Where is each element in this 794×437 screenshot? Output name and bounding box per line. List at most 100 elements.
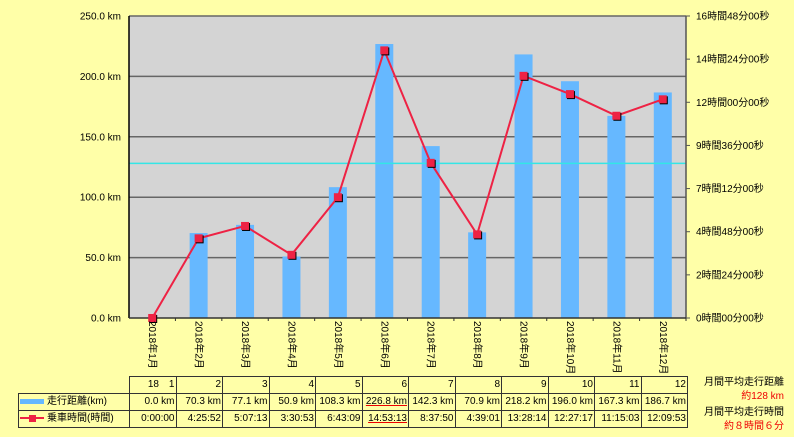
- table-cell-distance: 142.3 km: [408, 393, 456, 411]
- time-marker: [612, 111, 621, 120]
- table-cell-time: 4:25:52: [175, 410, 223, 428]
- table-cell-distance: 226.8 km: [361, 393, 409, 411]
- x-tick-label: 2018年9月: [518, 321, 531, 369]
- bar: [328, 187, 347, 318]
- time-marker: [287, 250, 296, 259]
- plot-area: [129, 16, 686, 318]
- right-tick-label: 16時間48分00秒: [696, 10, 769, 23]
- table-cell-time: 0:00:00: [129, 410, 177, 428]
- x-tick-label: 2018年2月: [193, 321, 206, 369]
- table-cell-header: 7: [408, 376, 456, 394]
- left-tick-label: 0.0 km: [91, 314, 121, 325]
- table-cell-header: 5: [315, 376, 363, 394]
- left-tick-label: 200.0 km: [80, 72, 121, 83]
- table-cell-header: 9: [501, 376, 549, 394]
- avg-distance-label: 月間平均走行距離: [704, 377, 784, 388]
- x-tick-label: 2018年6月: [378, 321, 391, 369]
- table-cell-distance: 167.3 km: [594, 393, 642, 411]
- left-tick-label: 250.0 km: [80, 12, 121, 23]
- time-marker: [148, 314, 157, 322]
- x-tick-label: 2018年1月: [146, 321, 159, 369]
- x-tick-label: 2018年5月: [332, 321, 345, 369]
- avg-time-value: 約８時間６分: [724, 421, 784, 432]
- time-marker: [241, 221, 250, 230]
- left-tick-label: 100.0 km: [80, 193, 121, 204]
- right-tick-label: 7時間12分00秒: [696, 182, 764, 195]
- x-tick-label: 2018年4月: [285, 321, 298, 369]
- bar: [282, 256, 301, 318]
- time-marker: [658, 95, 667, 104]
- bar: [236, 224, 255, 318]
- table-cell-time: 8:37:50: [408, 410, 456, 428]
- bar: [375, 44, 394, 318]
- table-cell-header: 11: [594, 376, 642, 394]
- time-marker: [519, 71, 528, 80]
- time-marker: [194, 234, 203, 243]
- x-tick-label: 2018年8月: [471, 321, 484, 369]
- table-cell-distance: 70.3 km: [175, 393, 223, 411]
- table-cell-time: 12:09:53: [640, 410, 688, 428]
- left-tick-label: 150.0 km: [80, 132, 121, 143]
- bar: [560, 81, 579, 319]
- table-cell-header: 3: [222, 376, 270, 394]
- combo-chart: 0.0 km 50.0 km 100.0 km 150.0 km 200.0 km 250…: [80, 10, 770, 375]
- table-cell-header: 6: [361, 376, 409, 394]
- bar: [189, 233, 208, 318]
- table-cell-time: 6:43:09: [315, 410, 363, 428]
- table-row-distance: 走行距離(km) 0.0 km 70.3 km 77.1 km 50.9 km 108.3…: [18, 393, 688, 411]
- table-header-row: 18 1 2 3 4 5 6 7 8 9 10 11 12: [19, 376, 688, 394]
- table-cell-header: 8: [454, 376, 502, 394]
- bar: [421, 146, 440, 318]
- right-tick-label: 0時間00分00秒: [696, 312, 764, 325]
- x-tick-label: 2018年10月: [564, 321, 577, 374]
- table-cell-time: 5:07:13: [222, 410, 270, 428]
- time-marker: [473, 230, 482, 239]
- time-marker: [426, 158, 435, 167]
- table-cell-time: 12:27:17: [547, 410, 595, 428]
- table-cell-header: 4: [268, 376, 316, 394]
- table-cell-time: 4:39:01: [454, 410, 502, 428]
- table-cell-distance: 196.0 km: [547, 393, 595, 411]
- legend-distance: 走行距離(km): [18, 393, 130, 411]
- table-cell-time: 3:30:53: [268, 410, 316, 428]
- table-cell-header: 10: [547, 376, 595, 394]
- table-cell-distance: 186.7 km: [640, 393, 688, 411]
- avg-distance-value: 約128 km: [741, 391, 784, 402]
- table-cell-time: 14:53:13: [361, 410, 409, 428]
- bar: [653, 92, 672, 318]
- table-cell-distance: 77.1 km: [222, 393, 270, 411]
- legend-time: 乗車時間(時間): [18, 410, 130, 428]
- bar: [514, 54, 533, 318]
- table-cell-distance: 0.0 km: [129, 393, 177, 411]
- time-line: [151, 47, 664, 319]
- x-tick-label: 2018年11月: [610, 321, 623, 374]
- left-tick-label: 50.0 km: [85, 253, 121, 264]
- line-legend-icon: [20, 414, 44, 423]
- table-cell-header: 2: [175, 376, 223, 394]
- x-tick-label: 2018年3月: [239, 321, 252, 369]
- x-tick-label: 2018年12月: [657, 321, 670, 374]
- bar: [468, 232, 487, 318]
- right-tick-label: 4時間48分00秒: [696, 225, 764, 238]
- table-cell-distance: 70.9 km: [454, 393, 502, 411]
- table-cell-distance: 108.3 km: [315, 393, 363, 411]
- x-tick-label: 2018年7月: [425, 321, 438, 369]
- right-tick-label: 14時間24分00秒: [696, 53, 769, 66]
- time-marker: [380, 46, 389, 55]
- time-marker: [333, 193, 342, 202]
- table-cell-header: 18 1: [129, 376, 177, 394]
- right-tick-label: 2時間24分00秒: [696, 268, 764, 281]
- time-marker: [565, 90, 574, 99]
- bar-legend-icon: [20, 398, 44, 404]
- bar: [607, 115, 626, 318]
- table-cell-time: 13:28:14: [501, 410, 549, 428]
- table-cell-header: 12: [640, 376, 688, 394]
- right-tick-label: 12時間00分00秒: [696, 96, 769, 109]
- avg-time-label: 月間平均走行時間: [704, 407, 784, 418]
- right-tick-label: 9時間36分00秒: [696, 139, 764, 152]
- table-cell-distance: 50.9 km: [268, 393, 316, 411]
- table-cell-time: 11:15:03: [594, 410, 642, 428]
- table-cell-distance: 218.2 km: [501, 393, 549, 411]
- table-row-time: 乗車時間(時間) 0:00:00 4:25:52 5:07:13 3:30:53 6:43…: [18, 410, 688, 428]
